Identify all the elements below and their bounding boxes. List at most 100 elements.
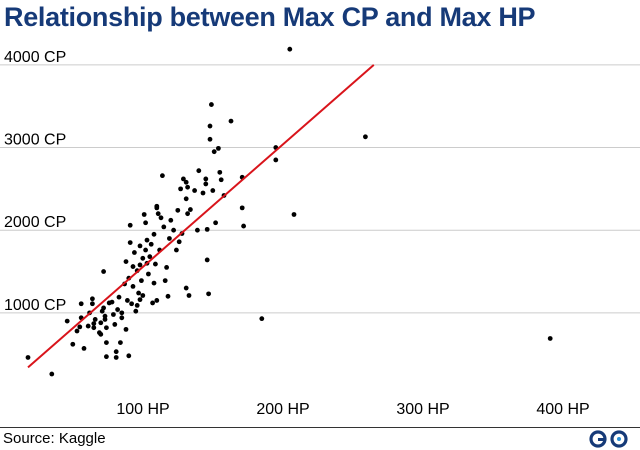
data-point-85 [171, 227, 177, 233]
data-point-67 [148, 241, 154, 247]
data-point-46 [129, 301, 135, 307]
footer-divider [0, 427, 640, 428]
data-point-92 [183, 179, 189, 185]
data-point-23 [102, 317, 108, 322]
data-point-41 [125, 298, 130, 303]
data-point-12 [90, 301, 95, 307]
x-tick-label-300: 300 HP [396, 401, 449, 418]
data-point-96 [185, 211, 191, 217]
data-point-109 [207, 123, 213, 129]
data-point-91 [181, 176, 186, 182]
gridlines [0, 64, 640, 314]
data-point-84 [168, 217, 174, 223]
data-point-11 [90, 296, 95, 302]
data-point-8 [81, 345, 87, 351]
data-point-52 [134, 303, 140, 308]
data-point-126 [287, 46, 293, 52]
data-point-14 [91, 325, 97, 331]
data-point-103 [203, 176, 209, 182]
data-point-102 [200, 190, 206, 196]
data-point-70 [151, 280, 157, 286]
data-point-13 [91, 321, 97, 326]
data-point-89 [178, 186, 184, 192]
data-point-56 [137, 297, 143, 303]
data-point-29 [111, 312, 116, 317]
data-point-106 [204, 257, 210, 263]
data-point-108 [207, 136, 213, 142]
data-point-127 [363, 134, 368, 140]
go-logo-icon [589, 430, 628, 448]
data-point-54 [137, 243, 143, 249]
data-point-59 [140, 293, 146, 298]
data-point-20 [101, 269, 106, 274]
y-tick-label-4000: 4000 CP [4, 49, 66, 66]
data-point-71 [153, 261, 158, 267]
data-point-122 [259, 316, 265, 322]
data-point-47 [130, 264, 136, 269]
data-point-49 [132, 250, 137, 255]
data-point-74 [154, 298, 160, 303]
y-axis-tick-labels: 1000 CP 2000 CP 3000 CP 4000 CP [4, 49, 66, 314]
data-point-26 [104, 354, 109, 360]
data-point-69 [151, 231, 157, 237]
data-point-68 [150, 300, 156, 306]
data-point-78 [160, 173, 165, 179]
data-point-93 [183, 196, 189, 202]
data-point-61 [143, 220, 149, 226]
data-point-105 [204, 226, 210, 232]
data-point-1 [49, 371, 55, 377]
data-point-104 [203, 181, 209, 187]
data-point-2 [64, 318, 70, 324]
data-point-73 [154, 205, 160, 211]
x-tick-label-100: 100 HP [116, 401, 169, 418]
data-point-50 [133, 308, 139, 314]
data-point-25 [104, 340, 109, 346]
data-point-94 [183, 285, 189, 291]
data-point-4 [74, 328, 80, 334]
scatter-chart: 1000 CP 2000 CP 3000 CP 4000 CP 100 HP 200 H… [0, 46, 640, 418]
data-point-113 [213, 220, 219, 226]
data-point-0 [25, 355, 31, 360]
data-point-34 [116, 294, 122, 300]
data-point-66 [147, 254, 153, 260]
data-point-81 [164, 264, 170, 270]
data-point-22 [102, 313, 108, 319]
y-tick-label-2000: 2000 CP [4, 214, 66, 231]
data-point-31 [113, 349, 119, 355]
data-point-110 [209, 102, 214, 107]
data-point-98 [188, 207, 193, 212]
data-point-28 [109, 299, 115, 305]
data-point-37 [119, 310, 125, 316]
data-point-64 [144, 237, 150, 243]
data-point-120 [239, 205, 245, 211]
data-point-107 [206, 291, 212, 297]
data-point-86 [174, 247, 179, 253]
data-point-53 [136, 290, 142, 296]
data-point-6 [78, 301, 84, 307]
data-point-60 [141, 212, 147, 217]
data-point-124 [273, 157, 279, 163]
data-point-40 [123, 326, 129, 332]
data-point-5 [77, 324, 83, 330]
x-tick-label-400: 400 HP [536, 401, 589, 418]
trend-line-layer [27, 64, 375, 369]
data-point-39 [123, 259, 129, 265]
source-note: Source: Kaggle [3, 430, 106, 447]
data-point-114 [216, 145, 221, 151]
data-point-32 [113, 355, 119, 360]
data-point-24 [104, 325, 109, 331]
data-point-44 [127, 222, 133, 228]
data-point-35 [118, 340, 123, 346]
data-point-121 [241, 223, 247, 229]
data-point-17 [98, 320, 104, 326]
data-point-43 [126, 353, 132, 359]
data-point-100 [195, 227, 200, 233]
x-tick-label-200: 200 HP [256, 401, 309, 418]
data-point-118 [228, 118, 234, 124]
data-point-83 [167, 236, 172, 241]
data-point-36 [119, 315, 125, 321]
data-point-75 [155, 211, 161, 217]
data-point-125 [291, 212, 297, 217]
data-point-82 [165, 293, 171, 299]
data-point-115 [217, 169, 223, 175]
